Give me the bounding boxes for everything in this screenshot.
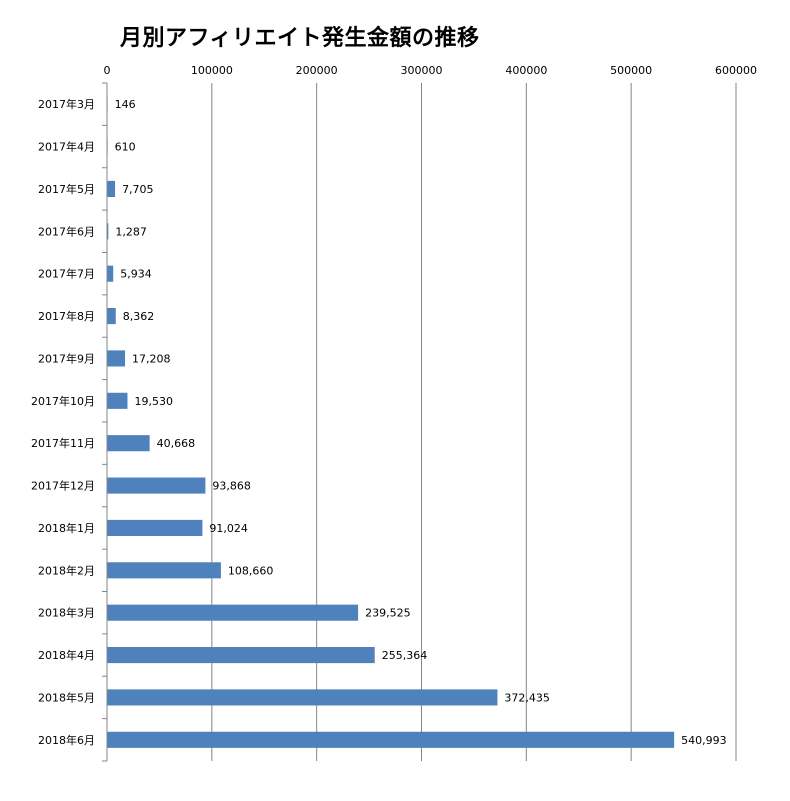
data-label: 610 — [115, 141, 136, 154]
data-label: 239,525 — [365, 607, 411, 620]
chart-title: 月別アフィリエイト発生金額の推移 — [120, 26, 480, 51]
data-label: 7,705 — [122, 183, 154, 196]
bar — [107, 647, 375, 664]
x-tick-label: 400000 — [505, 64, 547, 77]
x-tick-label: 500000 — [610, 64, 652, 77]
y-category-label: 2018年6月 — [38, 733, 95, 747]
data-label: 93,868 — [212, 480, 251, 493]
y-category-label: 2017年9月 — [38, 351, 95, 365]
x-tick-label: 200000 — [296, 64, 338, 77]
bar — [107, 350, 126, 367]
bars — [107, 96, 675, 748]
y-category-label: 2018年3月 — [38, 606, 95, 620]
axes — [102, 82, 108, 762]
bar — [107, 265, 114, 282]
bar — [107, 308, 116, 325]
bar — [107, 689, 498, 706]
data-label: 255,364 — [382, 649, 428, 662]
y-category-label: 2017年7月 — [38, 267, 95, 281]
y-category-label: 2018年2月 — [38, 563, 95, 577]
bar — [107, 180, 116, 197]
data-label: 8,362 — [123, 310, 155, 323]
bar — [107, 604, 359, 621]
bar — [107, 562, 221, 579]
data-label: 108,660 — [228, 564, 274, 577]
bar — [107, 731, 675, 748]
bar — [107, 223, 109, 240]
bar — [107, 477, 206, 494]
x-tick-label: 300000 — [401, 64, 443, 77]
data-label: 540,993 — [681, 734, 727, 747]
y-category-label: 2017年8月 — [38, 309, 95, 323]
y-category-label: 2018年1月 — [38, 521, 95, 535]
y-category-label: 2017年12月 — [31, 479, 95, 493]
data-label: 372,435 — [504, 691, 550, 704]
y-category-label: 2017年6月 — [38, 224, 95, 238]
data-label: 5,934 — [120, 268, 152, 281]
data-label: 1,287 — [115, 225, 147, 238]
y-category-label: 2017年4月 — [38, 140, 95, 154]
y-category-label: 2017年10月 — [31, 394, 95, 408]
data-label: 19,530 — [134, 395, 173, 408]
data-label: 146 — [115, 98, 136, 111]
data-label: 40,668 — [157, 437, 196, 450]
labels: 0 100000 200000 300000 400000 500000 600000 201… — [31, 64, 757, 747]
bar — [107, 392, 128, 409]
x-tick-label: 600000 — [715, 64, 757, 77]
y-category-label: 2017年5月 — [38, 182, 95, 196]
y-category-label: 2017年11月 — [31, 436, 95, 450]
data-label: 91,024 — [209, 522, 248, 535]
bar — [107, 435, 150, 452]
x-tick-label: 0 — [104, 64, 111, 77]
y-category-label: 2018年4月 — [38, 648, 95, 662]
y-category-label: 2017年3月 — [38, 97, 95, 111]
x-tick-label: 100000 — [191, 64, 233, 77]
y-category-label: 2018年5月 — [38, 690, 95, 704]
gridlines — [211, 83, 737, 761]
bar — [107, 519, 203, 536]
data-label: 17,208 — [132, 352, 171, 365]
